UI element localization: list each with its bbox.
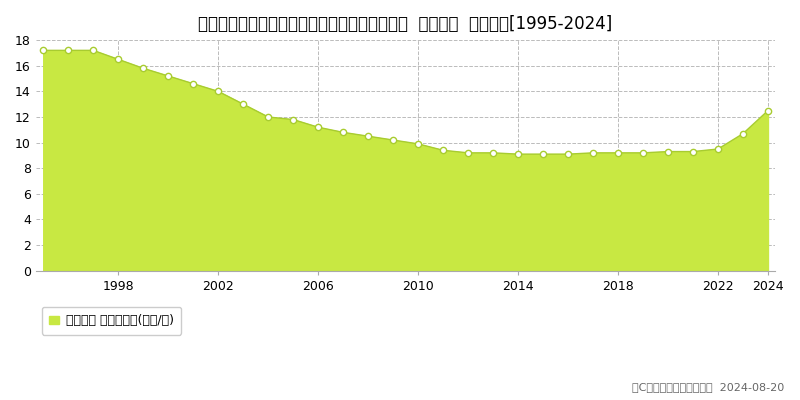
- Legend: 地価公示 平均坪単価(万円/坪): 地価公示 平均坪単価(万円/坪): [42, 307, 182, 335]
- Text: （C）土地価格ドットコム  2024-08-20: （C）土地価格ドットコム 2024-08-20: [632, 382, 784, 392]
- Title: 北海道札幌市手稲区曙２条３丁目５３７番７外  地価公示  地価推移[1995-2024]: 北海道札幌市手稲区曙２条３丁目５３７番７外 地価公示 地価推移[1995-202…: [198, 15, 613, 33]
